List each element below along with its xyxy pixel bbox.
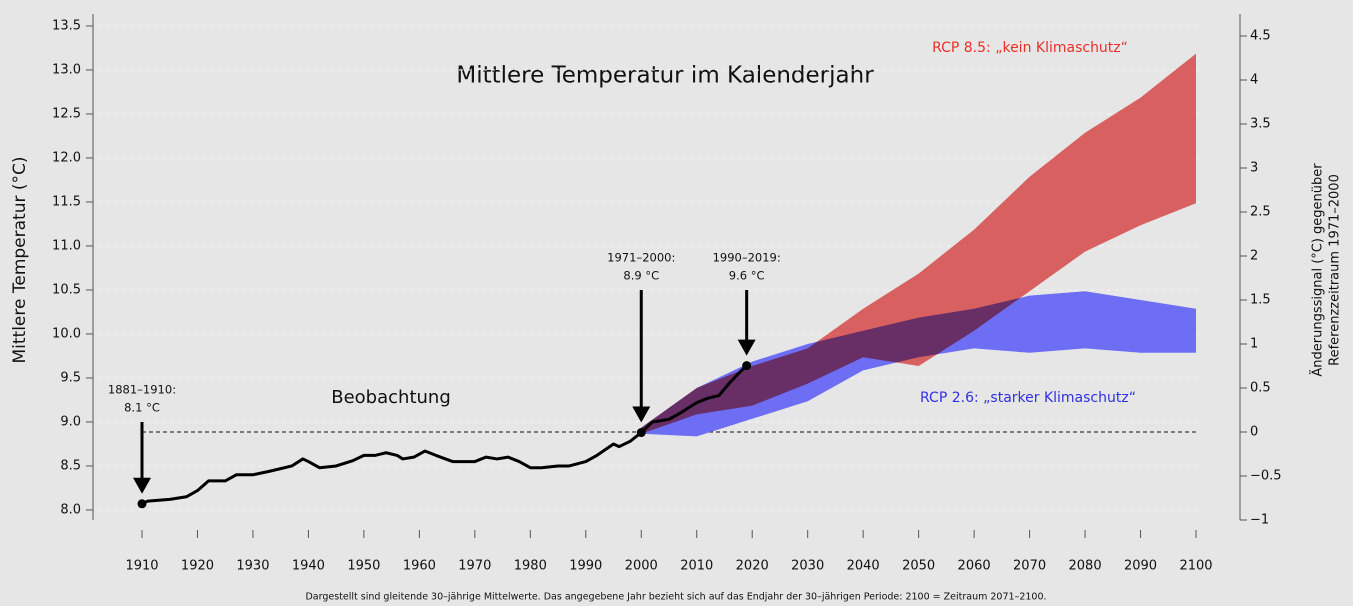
- footnote: Dargestellt sind gleitende 30–jährige Mi…: [305, 592, 1046, 603]
- y2-tick-label: 3.5: [1250, 117, 1271, 132]
- series-label: Beobachtung: [331, 387, 451, 408]
- y2-tick-label: 4.5: [1250, 29, 1271, 44]
- x-tick-label: 2090: [1124, 559, 1157, 574]
- arrow-head: [133, 477, 151, 494]
- x-tick-label: 2040: [847, 559, 880, 574]
- y-tick-label: 12.0: [52, 150, 81, 165]
- observation-line: [141, 364, 748, 506]
- point-marker: [742, 361, 752, 371]
- x-tick-label: 2010: [680, 559, 713, 574]
- x-tick-label: 1970: [458, 559, 491, 574]
- arrow-head: [632, 406, 651, 423]
- y-tick-label: 11.0: [52, 238, 81, 253]
- x-tick-label: 2070: [1013, 559, 1046, 574]
- y-tick-label: 12.5: [52, 106, 81, 121]
- x-tick-label: 2100: [1179, 559, 1212, 574]
- y-tick-label: 13.0: [52, 62, 81, 77]
- y2-tick-label: 0.5: [1250, 381, 1271, 396]
- point-marker: [137, 499, 147, 509]
- annotation: 1881–1910:: [108, 383, 176, 397]
- chart-title: Mittlere Temperatur im Kalenderjahr: [456, 63, 874, 89]
- y-tick-label: 11.5: [52, 194, 81, 209]
- x-tick-label: 1910: [125, 559, 158, 574]
- x-tick-label: 2060: [958, 559, 991, 574]
- x-tick-label: 1920: [181, 559, 214, 574]
- arrow-head: [737, 339, 756, 356]
- annotation: 8.1 °C: [124, 401, 160, 415]
- annotation: 8.9 °C: [623, 269, 659, 283]
- x-tick-label: 2030: [791, 559, 824, 574]
- y-tick-label: 9.5: [60, 370, 81, 385]
- x-tick-label: 1940: [292, 559, 325, 574]
- y-tick-label: 10.0: [52, 326, 81, 341]
- scenario-band: [641, 291, 1196, 437]
- x-tick-label: 1960: [403, 559, 436, 574]
- band-label: RCP 8.5: „kein Klimaschutz“: [932, 40, 1128, 56]
- y2-tick-label: 0: [1250, 425, 1258, 440]
- y-tick-label: 9.0: [60, 414, 81, 429]
- annotation: 1971–2000:: [607, 251, 675, 265]
- y2-axis-label: Referenzzeitraum 1971–2000: [1328, 174, 1343, 366]
- y2-tick-label: 2: [1250, 249, 1258, 264]
- y-tick-label: 10.5: [52, 282, 81, 297]
- x-tick-label: 1990: [569, 559, 602, 574]
- scenario-band: [641, 53, 1196, 434]
- y2-tick-label: −1: [1250, 513, 1269, 528]
- y-tick-label: 13.5: [52, 18, 81, 33]
- x-tick-label: 2000: [625, 559, 658, 574]
- y2-axis-label: Änderungssignal (°C) gegenüber: [1310, 163, 1326, 377]
- annotation: 9.6 °C: [729, 269, 765, 283]
- x-tick-label: 2050: [902, 559, 935, 574]
- y-axis-label: Mittlere Temperatur (°C): [10, 156, 30, 363]
- point-marker: [636, 428, 646, 438]
- y2-tick-label: 2.5: [1250, 205, 1271, 220]
- y2-tick-label: −0.5: [1250, 469, 1282, 484]
- annotation: 1990–2019:: [713, 251, 781, 265]
- x-tick-label: 1950: [347, 559, 380, 574]
- x-tick-label: 1980: [514, 559, 547, 574]
- x-tick-label: 2080: [1069, 559, 1102, 574]
- x-tick-label: 1930: [236, 559, 269, 574]
- y2-tick-label: 3: [1250, 161, 1258, 176]
- y2-tick-label: 4: [1250, 73, 1258, 88]
- band-label: RCP 2.6: „starker Klimaschutz“: [920, 390, 1136, 406]
- y2-tick-label: 1.5: [1250, 293, 1271, 308]
- y2-tick-label: 1: [1250, 337, 1258, 352]
- y-tick-label: 8.0: [60, 502, 81, 517]
- y-tick-label: 8.5: [60, 458, 81, 473]
- x-tick-label: 2020: [736, 559, 769, 574]
